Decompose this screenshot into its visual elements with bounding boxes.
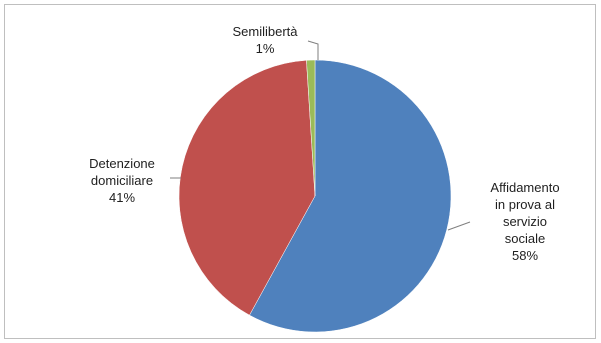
pie-slice-2: [178, 60, 316, 316]
data-label-2-line-2: domiciliare: [91, 173, 153, 188]
data-label-1-line-3: servizio: [503, 214, 547, 229]
data-label-1-line-5: 58%: [512, 248, 538, 263]
pie-slice-3: [306, 59, 316, 197]
data-label-3-line-1: Semilibertà: [232, 24, 298, 39]
leader-lines: [170, 40, 471, 231]
data-label-2-line-1: Detenzione: [89, 156, 155, 171]
data-label-1-line-4: sociale: [505, 231, 545, 246]
data-label-2-line-3: 41%: [109, 190, 135, 205]
data-labels: Affidamento in prova al servizio sociale 58%…: [89, 24, 559, 263]
pie-slice-1: [249, 59, 452, 333]
leader-line-3: [307, 40, 319, 60]
data-label-1-line-2: in prova al: [495, 197, 555, 212]
pie-slices: [178, 59, 452, 333]
leader-line-1: [447, 221, 471, 231]
data-label-1-line-1: Affidamento: [490, 180, 559, 195]
data-label-3-line-2: 1%: [256, 41, 275, 56]
